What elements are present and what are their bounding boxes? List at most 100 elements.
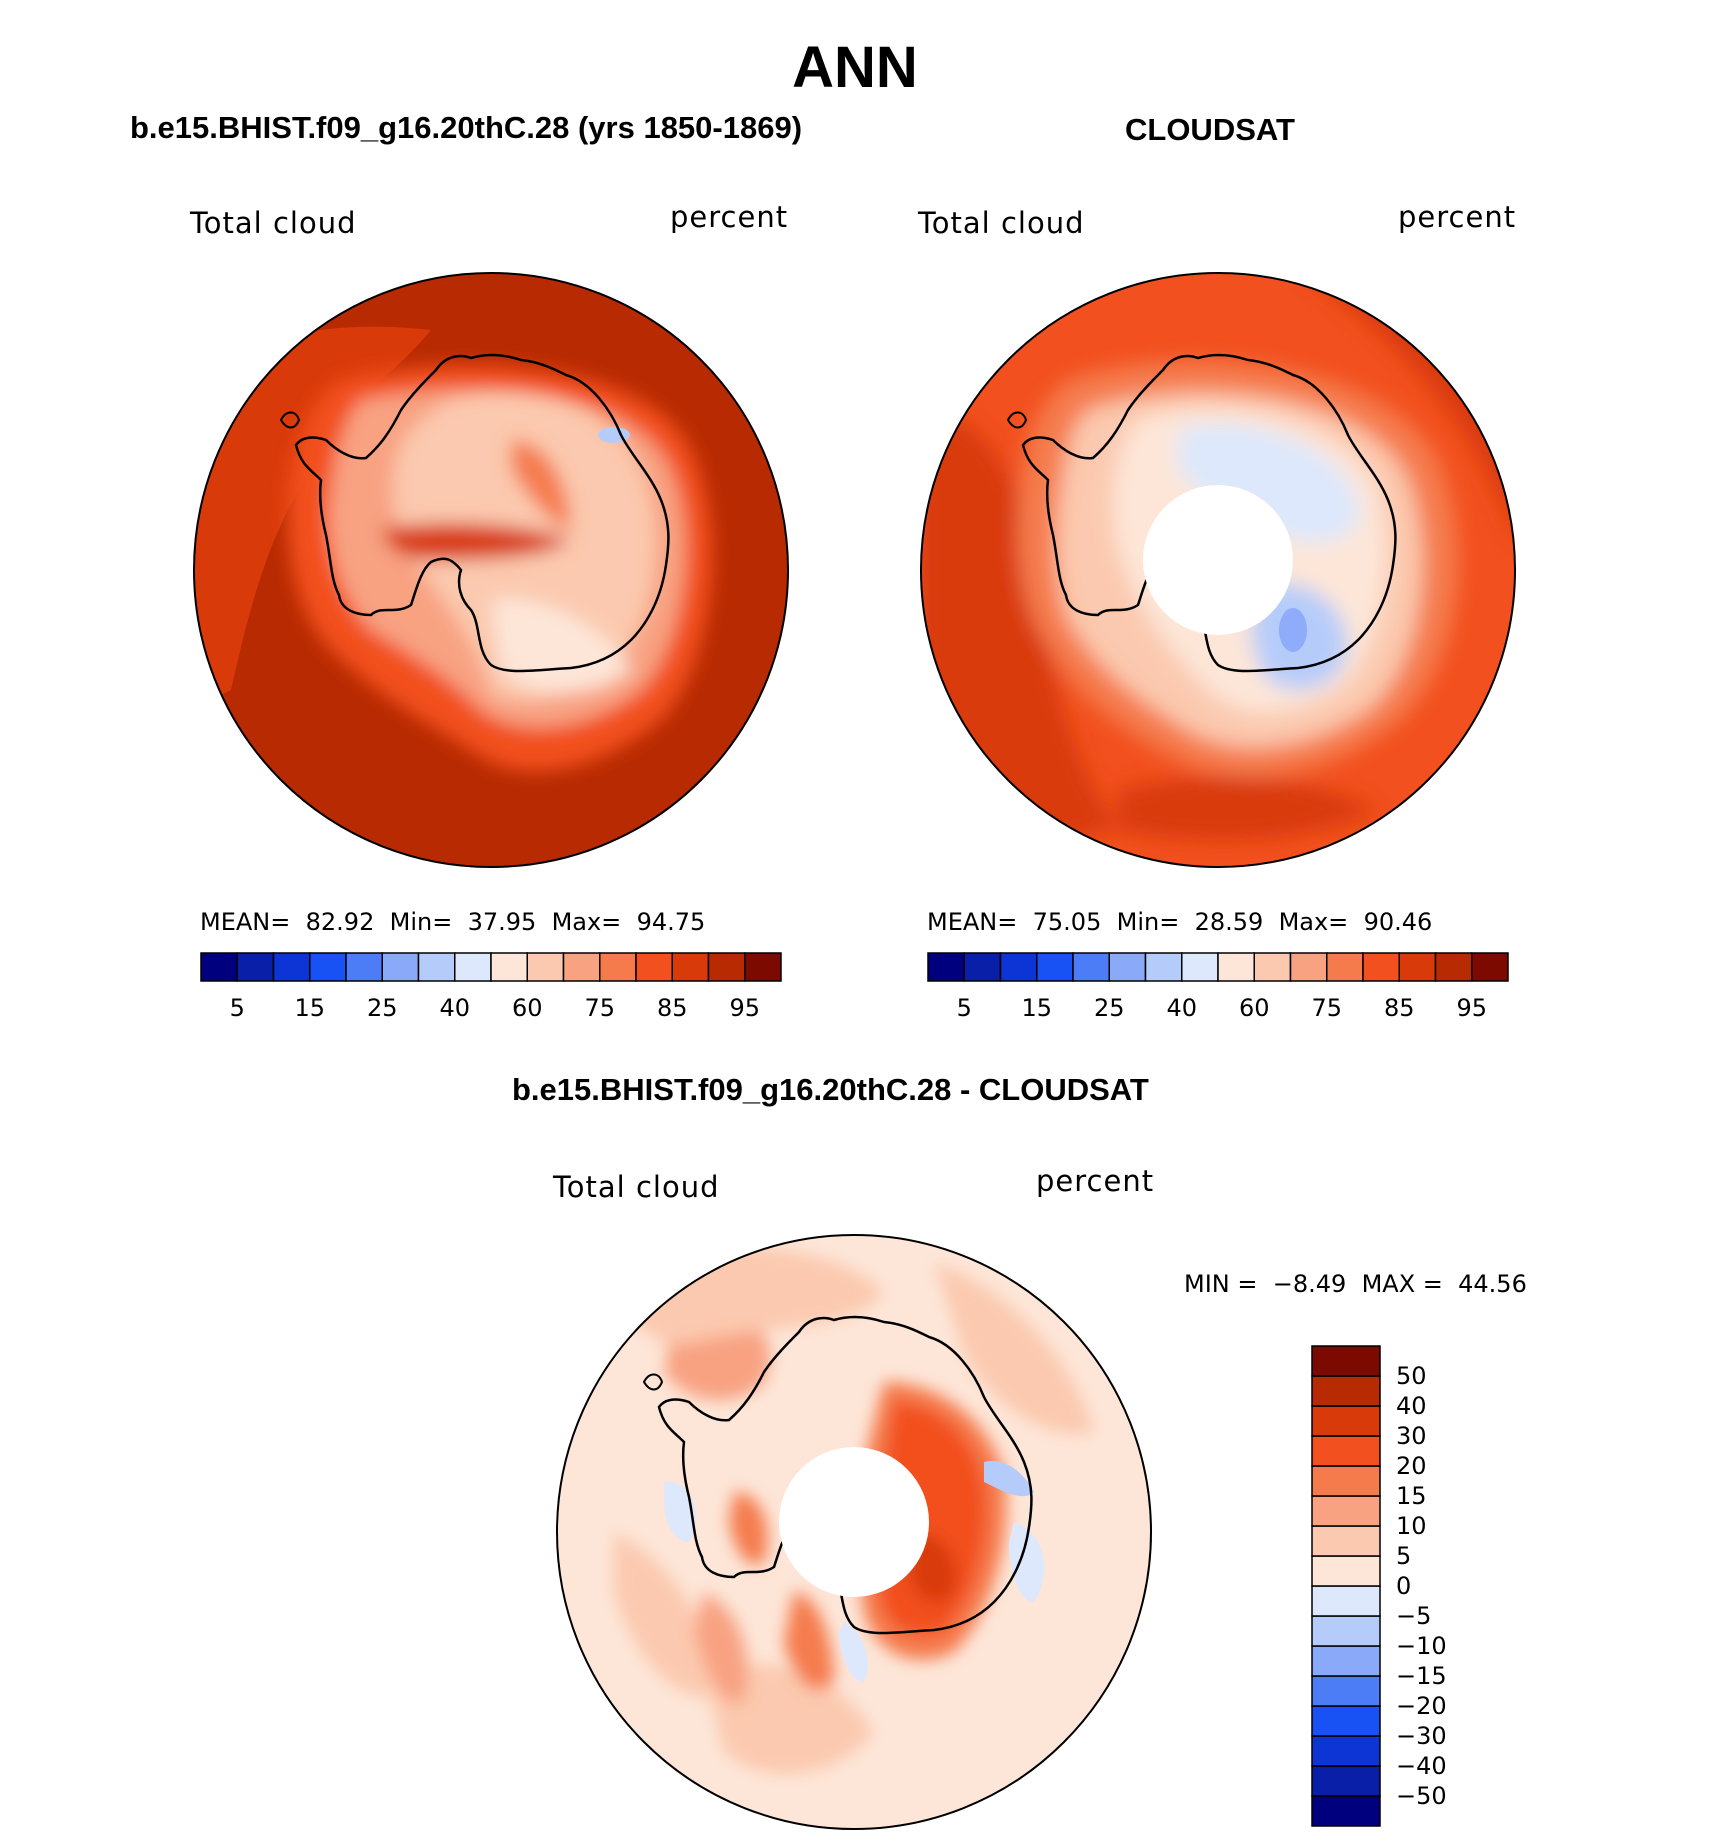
colorbar-swatch bbox=[417, 952, 456, 982]
colorbar-tick-label: 60 bbox=[511, 994, 543, 1022]
colorbar-swatch bbox=[454, 952, 492, 982]
colorbar-tick-label: 95 bbox=[1456, 994, 1488, 1022]
colorbar-tick-label: 40 bbox=[1166, 994, 1198, 1022]
colorbar-swatch bbox=[999, 952, 1038, 982]
colorbar-tick-label: −50 bbox=[1396, 1782, 1447, 1810]
colorbar-swatch bbox=[490, 952, 528, 982]
map-boundary-model bbox=[193, 272, 789, 868]
colorbar-swatch bbox=[707, 952, 746, 982]
colorbar-tick-label: 15 bbox=[294, 994, 326, 1022]
figure-title: ANN bbox=[792, 35, 918, 100]
colorbar-tick-label: 10 bbox=[1396, 1512, 1427, 1540]
units-label-obs: percent bbox=[1398, 200, 1517, 234]
colorbar-swatch bbox=[1471, 952, 1509, 982]
pole-hole-obs bbox=[1143, 485, 1293, 635]
colorbar-swatch bbox=[1253, 952, 1292, 982]
colorbar-tick-label: −10 bbox=[1396, 1632, 1447, 1660]
colorbar-tick-label: 85 bbox=[1383, 994, 1415, 1022]
colorbar-swatch bbox=[526, 952, 565, 982]
colorbar-swatch bbox=[963, 952, 1002, 982]
colorbar-tick-label: 95 bbox=[729, 994, 761, 1022]
colorbar-tick-label: 15 bbox=[1396, 1482, 1427, 1510]
colorbar-swatch bbox=[1289, 952, 1328, 982]
colorbar-tick-label: 5 bbox=[956, 994, 972, 1022]
colorbar-tick-label: 40 bbox=[439, 994, 471, 1022]
colorbar-tick-label: −30 bbox=[1396, 1722, 1447, 1750]
colorbar-swatch bbox=[1311, 1375, 1381, 1407]
colorbar-tick-label: 30 bbox=[1396, 1422, 1427, 1450]
panel-title-model: b.e15.BHIST.f09_g16.20thC.28 (yrs 1850-1… bbox=[130, 110, 803, 145]
map-boundary-obs bbox=[920, 272, 1516, 868]
colorbar-tick-label: 0 bbox=[1396, 1572, 1412, 1600]
antarctica-coastline-model bbox=[294, 353, 670, 673]
polar-map-obs bbox=[920, 272, 1516, 868]
stats-obs: MEAN= 75.05 Min= 28.59 Max= 90.46 bbox=[927, 908, 1433, 936]
colorbar-swatch bbox=[927, 952, 965, 982]
panel-title-obs: CLOUDSAT bbox=[1125, 112, 1295, 147]
colorbar-swatch bbox=[1311, 1615, 1381, 1647]
colorbar-tick-label: −40 bbox=[1396, 1752, 1447, 1780]
stats-model: MEAN= 82.92 Min= 37.95 Max= 94.75 bbox=[200, 908, 706, 936]
colorbar-swatch bbox=[599, 952, 637, 982]
polar-map-diff bbox=[556, 1234, 1152, 1830]
stats-diff: MIN = −8.49 MAX = 44.56 bbox=[1184, 1270, 1527, 1298]
colorbar-swatch bbox=[1311, 1735, 1381, 1767]
panel-title-diff: b.e15.BHIST.f09_g16.20thC.28 - CLOUDSAT bbox=[512, 1072, 1149, 1107]
colorbar-swatch bbox=[200, 952, 238, 982]
colorbar-tick-label: 20 bbox=[1396, 1452, 1427, 1480]
colorbar-swatch bbox=[309, 952, 347, 982]
units-label-model: percent bbox=[670, 200, 789, 234]
colorbar-swatch bbox=[671, 952, 710, 982]
colorbar-swatch bbox=[345, 952, 383, 982]
colorbar-swatch bbox=[744, 952, 782, 982]
colorbar-swatch bbox=[236, 952, 275, 982]
colorbar-tick-label: −5 bbox=[1396, 1602, 1432, 1630]
colorbar-tick-label: 60 bbox=[1238, 994, 1270, 1022]
colorbar-tick-label: 50 bbox=[1396, 1362, 1427, 1390]
colorbar-tick-label: 85 bbox=[656, 994, 688, 1022]
variable-label-diff: Total cloud bbox=[553, 1170, 720, 1204]
colorbar-swatch bbox=[1311, 1555, 1381, 1587]
colorbar-swatch bbox=[1144, 952, 1183, 982]
colorbar-tick-label: −20 bbox=[1396, 1692, 1447, 1720]
colorbar-swatch bbox=[1398, 952, 1437, 982]
colorbar-diff bbox=[1311, 1345, 1381, 1827]
pole-hole-diff bbox=[779, 1447, 929, 1597]
colorbar-swatch bbox=[1311, 1795, 1381, 1827]
colorbar-swatch bbox=[1311, 1345, 1381, 1377]
colorbar-obs bbox=[927, 952, 1509, 982]
colorbar-swatch bbox=[562, 952, 601, 982]
colorbar-swatch bbox=[1311, 1435, 1381, 1467]
colorbar-swatch bbox=[1311, 1585, 1381, 1617]
variable-label-obs: Total cloud bbox=[918, 206, 1085, 240]
colorbar-swatch bbox=[1108, 952, 1147, 982]
colorbar-swatch bbox=[1217, 952, 1255, 982]
colorbar-swatch bbox=[1326, 952, 1364, 982]
colorbar-tick-label: 25 bbox=[1093, 994, 1125, 1022]
colorbar-tick-label: 40 bbox=[1396, 1392, 1427, 1420]
colorbar-swatch bbox=[1311, 1405, 1381, 1437]
colorbar-swatch bbox=[1311, 1675, 1381, 1707]
colorbar-swatch bbox=[1072, 952, 1110, 982]
colorbar-swatch bbox=[635, 952, 673, 982]
colorbar-swatch bbox=[381, 952, 420, 982]
colorbar-swatch bbox=[1036, 952, 1074, 982]
polar-map-model bbox=[193, 272, 789, 868]
colorbar-swatch bbox=[1311, 1465, 1381, 1497]
colorbar-swatch bbox=[1362, 952, 1400, 982]
colorbar-model bbox=[200, 952, 782, 982]
colorbar-tick-label: 25 bbox=[366, 994, 398, 1022]
colorbar-tick-label: 5 bbox=[1396, 1542, 1412, 1570]
colorbar-swatch bbox=[1311, 1765, 1381, 1797]
colorbar-swatch bbox=[1311, 1705, 1381, 1737]
colorbar-swatch bbox=[272, 952, 311, 982]
colorbar-swatch bbox=[1311, 1495, 1381, 1527]
colorbar-tick-label: 15 bbox=[1021, 994, 1053, 1022]
colorbar-tick-label: 75 bbox=[1311, 994, 1343, 1022]
colorbar-swatch bbox=[1181, 952, 1219, 982]
colorbar-tick-label: −15 bbox=[1396, 1662, 1447, 1690]
variable-label-model: Total cloud bbox=[190, 206, 357, 240]
colorbar-swatch bbox=[1434, 952, 1473, 982]
colorbar-swatch bbox=[1311, 1525, 1381, 1557]
colorbar-tick-label: 5 bbox=[229, 994, 245, 1022]
